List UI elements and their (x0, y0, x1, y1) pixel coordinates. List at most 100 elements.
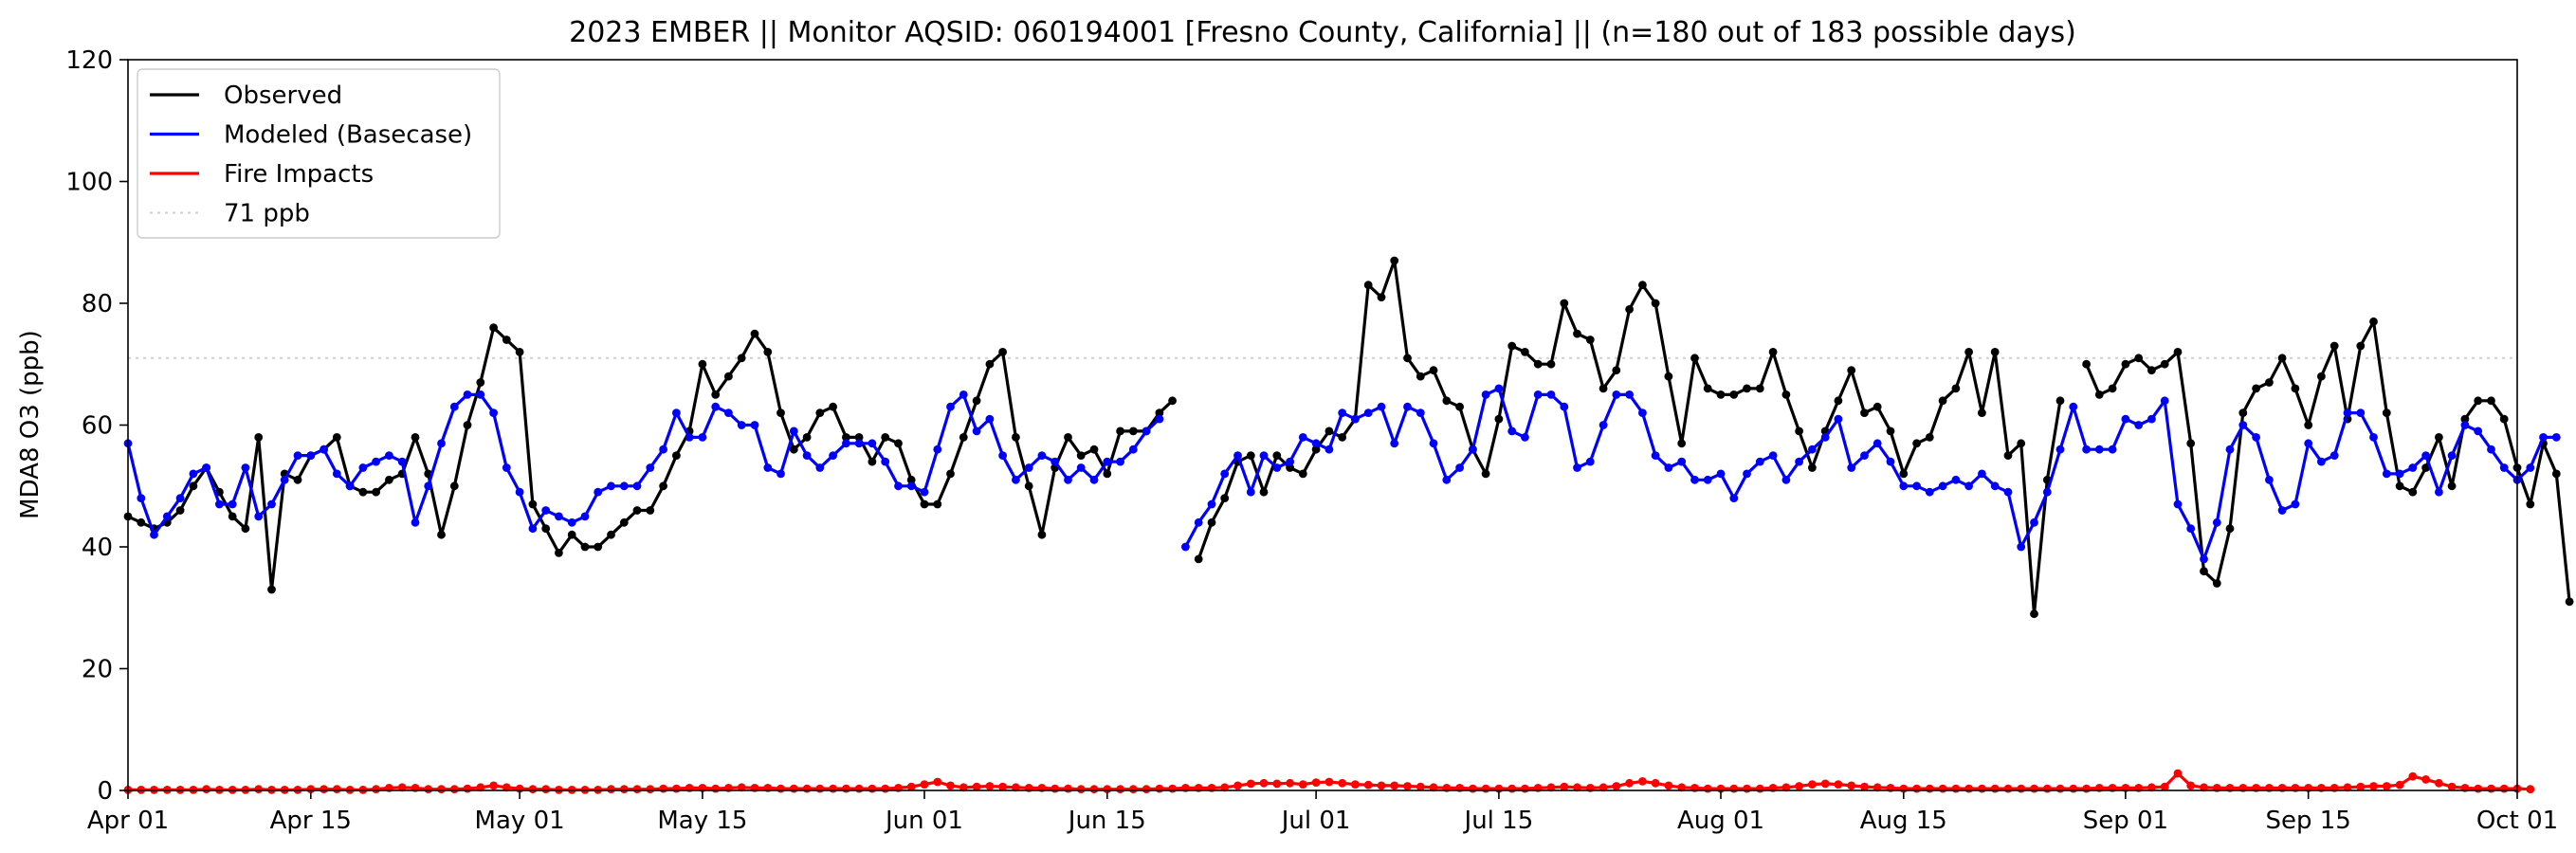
data-point (1925, 784, 1934, 793)
data-point (632, 481, 642, 491)
data-point (1469, 445, 1477, 454)
data-point (1886, 457, 1895, 466)
data-point (802, 784, 812, 793)
series-layer (123, 256, 2574, 794)
data-point (2173, 499, 2183, 509)
data-point (854, 439, 864, 448)
data-point (1664, 372, 1673, 381)
data-point (463, 784, 472, 793)
data-point (920, 780, 929, 789)
data-point (672, 408, 681, 417)
data-point (1847, 463, 1856, 472)
data-point (1755, 457, 1764, 466)
data-point (2200, 783, 2208, 792)
data-point (607, 481, 615, 491)
data-point (175, 506, 185, 515)
data-point (829, 451, 837, 460)
data-point (1416, 408, 1425, 417)
data-point (1377, 402, 1386, 411)
data-point (985, 782, 995, 790)
data-point (2030, 784, 2038, 793)
data-point (1286, 463, 1294, 472)
data-point (1795, 457, 1803, 466)
data-point (345, 481, 355, 491)
data-point (2069, 402, 2078, 411)
data-point (306, 451, 316, 460)
data-point (985, 414, 995, 424)
data-point (541, 524, 551, 534)
data-point (489, 408, 498, 417)
data-point (698, 359, 707, 369)
data-point (894, 481, 903, 491)
data-point (1951, 784, 1961, 793)
data-point (1820, 433, 1830, 442)
data-point (2395, 469, 2404, 479)
data-point (2304, 421, 2313, 429)
data-point (202, 785, 211, 794)
data-point (189, 469, 198, 479)
data-point (1847, 366, 1856, 375)
data-point (567, 530, 576, 539)
data-point (1064, 475, 1072, 484)
data-point (933, 499, 942, 509)
data-point (2474, 426, 2483, 436)
data-point (1325, 445, 1334, 454)
data-point (1677, 783, 1687, 792)
data-point (868, 457, 877, 466)
data-point (1220, 494, 1230, 502)
data-point (1012, 475, 1020, 484)
data-point (502, 463, 511, 472)
data-point (2487, 445, 2495, 454)
data-point (1351, 780, 1360, 789)
legend-label: Fire Impacts (224, 160, 374, 189)
y-tick-label: 20 (82, 656, 113, 684)
data-point (594, 487, 603, 497)
data-point (2212, 517, 2221, 527)
data-point (515, 348, 524, 356)
data-point (437, 530, 446, 539)
data-point (397, 783, 407, 792)
data-point (2369, 782, 2378, 790)
data-point (2003, 451, 2013, 460)
data-point (2435, 778, 2443, 788)
data-point (1272, 451, 1282, 460)
data-point (1390, 439, 1399, 448)
data-point (1560, 402, 1569, 411)
data-point (906, 782, 916, 791)
data-point (1703, 475, 1712, 484)
data-point (2382, 469, 2391, 479)
data-point (1325, 426, 1334, 436)
data-point (2186, 524, 2196, 534)
data-point (2395, 481, 2404, 491)
data-point (385, 451, 393, 460)
data-point (1128, 426, 1138, 436)
x-tick-label: Jul 01 (1280, 807, 1351, 835)
data-point (293, 475, 302, 484)
plot-frame (127, 59, 2518, 791)
data-point (2200, 567, 2208, 576)
data-point (397, 457, 407, 466)
data-point (1012, 783, 1020, 792)
data-point (1873, 439, 1882, 448)
data-point (776, 784, 785, 793)
y-axis: 0 20 40 60 80 100 120 (65, 46, 128, 806)
data-point (1755, 384, 1764, 393)
data-point (1599, 384, 1608, 393)
data-point (2082, 784, 2092, 793)
x-tick-label: Sep 01 (2083, 807, 2168, 835)
data-point (137, 517, 146, 527)
data-point (555, 512, 563, 521)
data-point (776, 408, 785, 417)
data-point (2147, 366, 2156, 375)
data-point (1390, 256, 1399, 265)
data-point (659, 784, 667, 793)
data-point (1481, 469, 1490, 479)
data-point (1168, 784, 1177, 793)
data-point (1755, 784, 1764, 793)
data-point (2435, 487, 2443, 497)
data-point (2265, 378, 2274, 387)
data-point (1220, 469, 1230, 479)
legend-box (137, 68, 501, 239)
data-point (1194, 554, 1203, 564)
data-point (1951, 475, 1961, 484)
